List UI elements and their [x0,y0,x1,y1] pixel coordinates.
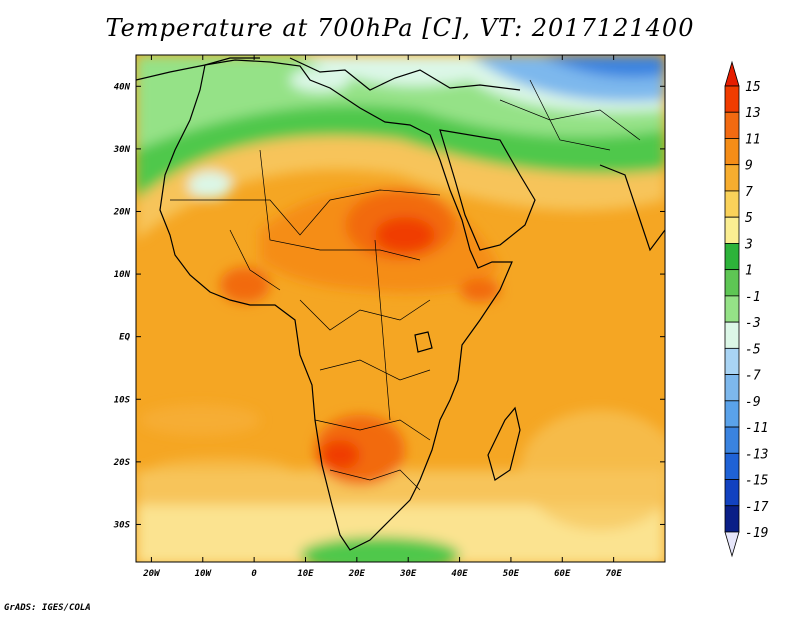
colorbar-label: 15 [745,80,761,95]
colorbar: 15 13 11 9 7 5 3 1 -1 -3 -5 -7 -9 -11 -13 -15 -17 -19 [724,60,769,558]
colorbar-label: 1 [745,264,753,279]
colorbar-box [724,426,740,454]
colorbar-box [724,347,740,375]
colorbar-label: -5 [745,342,761,357]
colorbar-box [724,138,740,166]
lon-tick-label: 20E [348,569,366,579]
field-atlas-cool [188,171,232,199]
coastlines [136,57,665,551]
colorbar-box [724,190,740,218]
field-sudan-max [375,217,435,253]
lat-tick-label: 20S [113,458,131,468]
colorbar-label: 13 [745,106,761,121]
chart-title: Temperature at 700hPa [C], VT: 201712140… [105,14,695,42]
lon-tick-label: 40E [451,569,468,579]
field-io-light [520,410,665,530]
colorbar-label: -13 [745,447,768,462]
lat-tick-label: 30S [113,520,131,530]
colorbar-box [724,295,740,323]
colorbar-box [724,164,740,192]
colorbar-label: -1 [745,290,761,305]
colorbar-box [724,505,740,533]
colorbar-label: 3 [744,237,753,252]
colorbar-label: 7 [745,185,753,200]
lat-tick-label: EQ [119,333,130,343]
colorbar-box [724,243,740,271]
borders [170,79,641,491]
field-south-green [300,537,460,562]
lat-tick-label: 30N [113,145,131,155]
field-kalahari-max [320,440,360,470]
colorbar-label: -7 [745,369,761,384]
lon-tick-label: 10E [297,569,314,579]
lat-axis: 40N 30N 20N 10N EQ 10S 20S 30S [113,82,665,530]
lon-tick-label: 20W [142,569,161,579]
colorbar-box [724,269,740,297]
lat-tick-label: 10S [114,395,131,405]
colorbar-box [724,111,740,139]
temperature-field [136,55,665,562]
lake-victoria [414,331,433,353]
colorbar-box [724,216,740,244]
field-atl-streak1 [140,405,260,435]
field-atl-streak2 [150,458,290,482]
colorbar-bottom-arrow [724,531,740,558]
colorbar-label: -17 [745,500,769,515]
europe-coast [136,57,521,91]
colorbar-label: -9 [745,395,761,410]
lat-tick-label: 20N [113,207,131,217]
colorbar-label: -3 [745,316,761,331]
lat-tick-label: 40N [114,82,131,92]
colorbar-top-arrow [724,60,740,87]
india-coast [599,164,665,252]
field-north-darkblue [540,55,665,78]
colorbar-box [724,85,740,113]
lon-tick-label: 60E [554,569,571,579]
colorbar-label: -11 [745,421,768,436]
colorbar-box [724,479,740,507]
lon-tick-label: 0 [251,569,257,579]
arabia [439,129,536,251]
colorbar-box [724,452,740,480]
colorbar-label: 9 [745,159,753,174]
madagascar [487,406,521,481]
lat-tick-label: 10N [114,270,131,280]
lon-tick-label: 50E [503,569,520,579]
colorbar-label: -19 [745,526,768,541]
lon-axis: 20W 10W 0 10E 20E 30E 40E 50E 60E 70E [142,55,622,579]
colorbar-box [724,400,740,428]
africa-coast [159,59,513,551]
colorbar-label: 5 [745,211,753,226]
colorbar-label: 11 [745,132,761,147]
lon-tick-label: 10W [195,569,213,579]
field-horn-hot [460,278,500,302]
map-frame [135,54,666,563]
lon-tick-label: 30E [399,569,417,579]
field-westafrica-hot [220,267,270,303]
colorbar-label: -15 [745,474,769,489]
lon-tick-label: 70E [606,569,623,579]
colorbar-box [724,321,740,349]
colorbar-box [724,374,740,402]
credit-text: GrADS: IGES/COLA [4,603,91,613]
